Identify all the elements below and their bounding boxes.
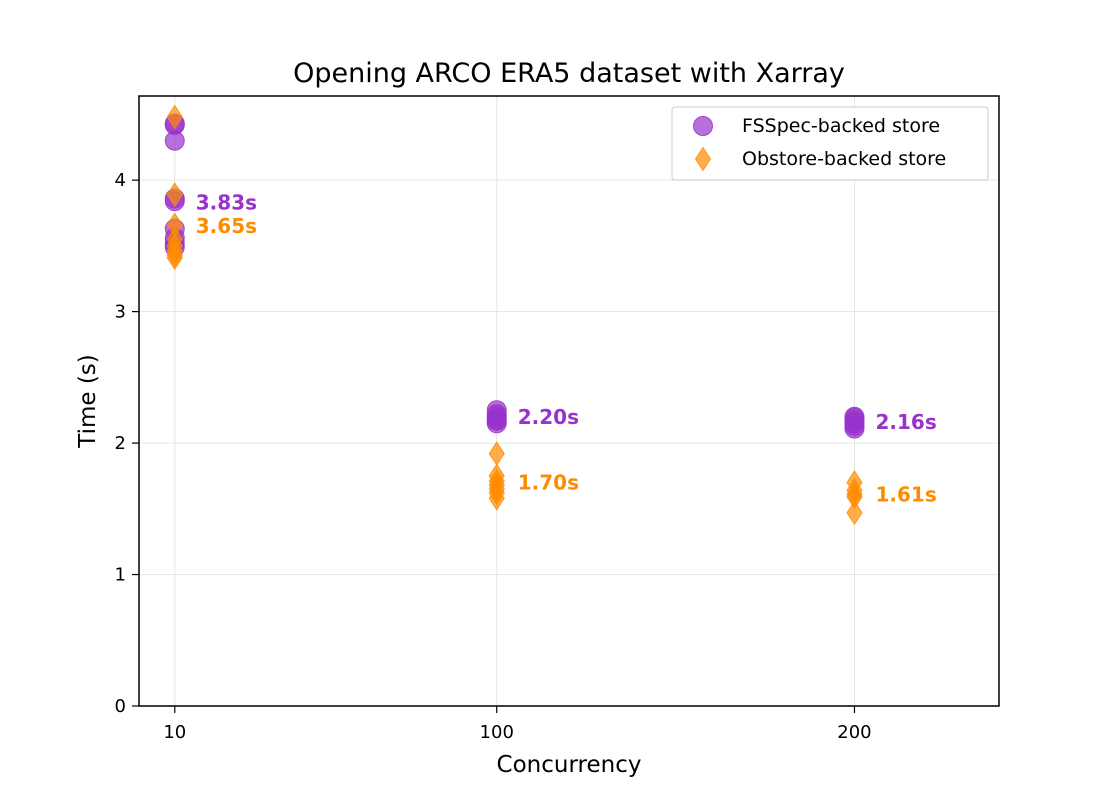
y-tick-label: 0: [115, 696, 126, 717]
fsspec-mean-label: 2.20s: [518, 405, 579, 429]
y-tick-label: 4: [115, 170, 126, 191]
legend-marker-obstore: [694, 146, 712, 172]
legend: FSSpec-backed store Obstore-backed store: [671, 106, 989, 181]
obstore-mean-label: 1.70s: [518, 471, 579, 495]
fsspec-mean-label: 2.16s: [875, 410, 936, 434]
x-tick-label: 100: [480, 722, 514, 743]
obstore-point: [166, 245, 183, 271]
points-layer: [164, 104, 865, 526]
legend-box: [671, 106, 989, 181]
fsspec-mean-label: 3.83s: [196, 190, 257, 214]
obstore-mean-label: 3.65s: [196, 214, 257, 238]
y-tick-label: 1: [115, 565, 126, 586]
obstore-point: [488, 485, 505, 511]
fsspec-point: [844, 418, 865, 439]
legend-markers: [693, 116, 713, 172]
obstore-point: [166, 182, 183, 208]
obstore-point: [846, 500, 863, 526]
chart-title: Opening ARCO ERA5 dataset with Xarray: [293, 58, 845, 89]
ticks-layer: 0 1 2 3 4 10 100 200: [115, 170, 872, 743]
obstore-point: [166, 104, 183, 130]
y-tick-label: 3: [115, 302, 126, 323]
mean-labels-layer: 3.83s 2.20s 2.16s 3.65s 1.70s 1.61s: [196, 190, 937, 506]
obstore-mean-label: 1.61s: [875, 482, 936, 506]
legend-label-obstore: Obstore-backed store: [742, 148, 946, 170]
fsspec-point: [164, 130, 185, 151]
y-tick-label: 2: [115, 433, 126, 454]
y-axis-label: Time (s): [75, 354, 101, 449]
legend-label-fsspec: FSSpec-backed store: [742, 115, 940, 137]
legend-marker-fsspec: [693, 116, 713, 136]
x-tick-label: 10: [163, 722, 186, 743]
x-axis-label: Concurrency: [497, 752, 642, 778]
fsspec-point: [486, 413, 507, 434]
x-tick-label: 200: [837, 722, 871, 743]
plot-frame: [138, 95, 1000, 707]
